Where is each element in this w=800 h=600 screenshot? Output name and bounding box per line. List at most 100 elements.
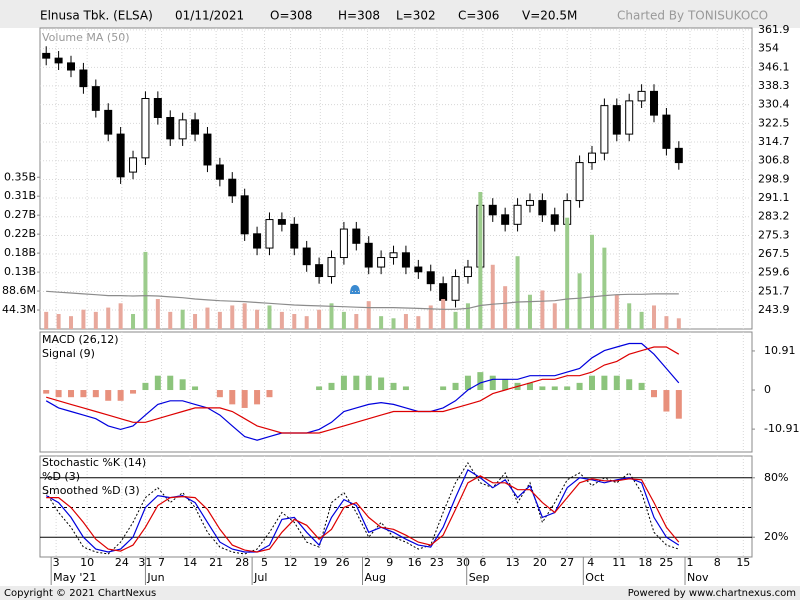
macd-histogram-bar (651, 390, 658, 398)
macd-histogram-bar (142, 382, 149, 391)
volume-bar (292, 314, 297, 329)
volume-bar (602, 247, 607, 329)
macd-histogram-bar (80, 390, 87, 398)
y-tick-label: 306.8 (758, 154, 790, 167)
volume-bar (552, 303, 557, 329)
candle-body (91, 86, 100, 111)
macd-histogram-bar (675, 390, 682, 419)
x-tick-label: 4 (587, 556, 594, 569)
x-tick-label: 24 (115, 556, 129, 569)
x-tick-label: 3 (53, 556, 60, 569)
x-tick-label: 16 (408, 556, 422, 569)
candle-body (352, 228, 361, 244)
quote-low: L=302 (396, 9, 436, 23)
candle-body (265, 219, 274, 249)
x-tick-label: 20 (533, 556, 547, 569)
legend-entry: %D (3) (42, 470, 80, 483)
y-tick-label: -10.91 (764, 422, 799, 435)
macd-histogram-bar (241, 390, 248, 408)
macd-histogram-bar (626, 379, 633, 391)
candle-body (389, 252, 398, 259)
macd-histogram-bar (663, 390, 670, 412)
candle-body (600, 105, 609, 154)
x-tick-label: 19 (313, 556, 327, 569)
stock-title: Elnusa Tbk. (ELSA) (40, 9, 153, 23)
month-label: Sep (469, 571, 490, 584)
x-tick-label: 11 (612, 556, 626, 569)
month-label: Aug (365, 571, 386, 584)
volume-bar (366, 301, 371, 329)
macd-histogram-bar (576, 382, 583, 391)
volume-bar (44, 311, 49, 329)
candle-body (54, 57, 63, 64)
y-tick-label: 275.3 (758, 228, 790, 241)
stochastic-line (45, 469, 680, 553)
month-label: Nov (687, 571, 709, 584)
candle-body (463, 266, 472, 278)
macd-histogram-bar (564, 386, 571, 391)
macd-histogram-bar (601, 375, 608, 391)
macd-histogram-bar (192, 386, 199, 391)
volume-bar (676, 318, 681, 329)
macd-histogram-bar (105, 390, 112, 401)
macd-histogram-bar (340, 375, 347, 391)
x-tick-label: 30 (456, 556, 470, 569)
quote-open: O=308 (270, 9, 312, 23)
x-tick-label: 12 (284, 556, 298, 569)
volume-bar (205, 307, 210, 329)
candle-body (215, 164, 224, 180)
volume-bar (478, 191, 483, 329)
candle-body (414, 266, 423, 273)
volume-bar (106, 307, 111, 329)
volume-bar (453, 311, 458, 329)
volume-bar (143, 251, 148, 329)
y-tick-label: 298.9 (758, 172, 790, 185)
candle-body (327, 257, 336, 278)
legend-entry: Smoothed %D (3) (42, 484, 140, 497)
y-tick-label: 354 (758, 42, 779, 55)
candle-body (228, 178, 237, 197)
candle-body (650, 90, 659, 116)
macd-histogram-bar (229, 390, 236, 405)
volume-bar (664, 316, 669, 329)
macd-line (46, 346, 680, 434)
y-tick-label: 0 (764, 383, 771, 396)
macd-histogram-bar (440, 386, 447, 391)
macd-histogram-bar (154, 375, 161, 391)
volume-bar (279, 311, 284, 329)
macd-histogram-bar (477, 372, 484, 391)
y-tick-label: 243.9 (758, 303, 790, 316)
macd-histogram-bar (502, 379, 509, 391)
volume-bar (565, 217, 570, 329)
candle-body (290, 223, 299, 249)
macd-panel (39, 331, 753, 453)
macd-histogram-bar (353, 375, 360, 391)
candle-body (104, 109, 113, 135)
volume-bar (193, 314, 198, 329)
x-tick-label: 9 (386, 556, 393, 569)
volume-bar (614, 294, 619, 329)
y-tick-label: 338.3 (758, 79, 790, 92)
volume-bar (652, 305, 657, 329)
y-tick-label: 44.3M (2, 303, 36, 316)
y-tick-label: 283.2 (758, 210, 790, 223)
quote-high: H=308 (338, 9, 380, 23)
volume-bar (627, 303, 632, 329)
candle-body (501, 214, 510, 225)
macd-histogram-bar (489, 375, 496, 391)
candle-body (79, 69, 88, 88)
volume-bar (403, 314, 408, 329)
macd-histogram-bar (117, 390, 124, 401)
macd-histogram-bar (254, 390, 261, 405)
candle-body (302, 247, 311, 266)
y-tick-label: 20% (764, 530, 788, 543)
candle-body (426, 271, 435, 285)
candle-body (538, 200, 547, 216)
candle-body (364, 242, 373, 268)
x-tick-label: 6 (479, 556, 486, 569)
volume-bar (255, 309, 260, 329)
macd-histogram-bar (130, 390, 137, 394)
y-tick-label: 346.1 (758, 60, 790, 73)
volume-bar (155, 299, 160, 329)
